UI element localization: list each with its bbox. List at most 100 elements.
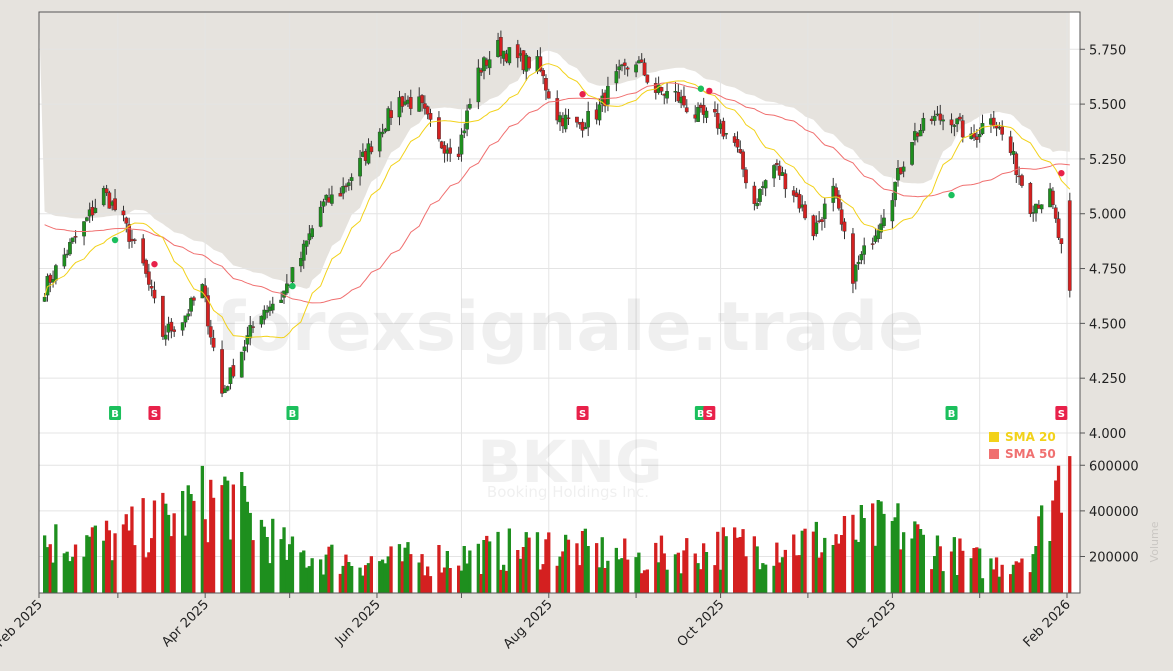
volume-bar xyxy=(488,541,492,593)
volume-bar xyxy=(856,542,861,593)
volume-bar xyxy=(43,535,47,593)
sma-20-line xyxy=(44,63,1071,339)
volume-bar xyxy=(1017,562,1021,593)
volume-bar xyxy=(761,563,765,593)
volume-bar xyxy=(716,531,720,593)
candle xyxy=(701,104,706,115)
volume-bar xyxy=(685,538,689,593)
candle xyxy=(563,114,568,130)
volume-bar xyxy=(240,472,244,593)
date-tick-label: Dec 2025 xyxy=(845,597,900,652)
candle xyxy=(713,109,717,113)
volume-bar xyxy=(893,517,897,593)
volume-bar xyxy=(366,563,371,593)
volume-bar xyxy=(141,498,145,593)
volume-bar xyxy=(952,537,956,593)
volume-axis-side-label: Volume xyxy=(1148,521,1161,562)
candle xyxy=(822,203,827,219)
volume-bar xyxy=(561,551,565,593)
candle xyxy=(225,386,230,391)
candle xyxy=(975,136,979,141)
volume-bar xyxy=(772,565,776,593)
candle xyxy=(544,77,548,91)
candle xyxy=(456,153,461,157)
candle xyxy=(659,87,664,92)
signal-badge-label: S xyxy=(1058,409,1065,420)
volume-bar xyxy=(600,537,604,593)
volume-bar xyxy=(440,572,444,593)
volume-bar xyxy=(997,576,1001,593)
volume-bar xyxy=(938,546,942,593)
volume-bar xyxy=(321,574,326,593)
volume-bar xyxy=(518,558,523,593)
sell-signal-dot xyxy=(706,87,713,95)
background-shading xyxy=(39,12,1070,289)
volume-bar xyxy=(133,545,137,593)
candle xyxy=(48,274,53,283)
signal-badge-label: B xyxy=(111,409,119,420)
volume-bars xyxy=(43,456,1072,593)
candle xyxy=(597,104,602,121)
candle xyxy=(673,90,678,93)
candle xyxy=(575,116,579,123)
candle xyxy=(270,303,275,311)
candle xyxy=(186,313,191,317)
volume-bar xyxy=(797,555,802,593)
volume-bar xyxy=(961,550,965,593)
volume-bar xyxy=(161,492,165,593)
candlesticks xyxy=(42,30,1072,398)
candle xyxy=(54,265,58,281)
volume-bar xyxy=(242,486,247,593)
candle xyxy=(583,126,588,130)
price-tick-label: 4.500 xyxy=(1089,317,1126,332)
volume-bar xyxy=(837,543,841,593)
volume-bar xyxy=(676,552,680,593)
volume-bar xyxy=(65,551,69,593)
volume-bar xyxy=(755,546,759,593)
volume-bar xyxy=(673,554,678,593)
candle xyxy=(51,279,55,283)
candle xyxy=(941,119,945,122)
candle xyxy=(814,222,819,235)
volume-bar xyxy=(507,528,511,593)
candle xyxy=(208,326,213,338)
candle xyxy=(724,133,728,135)
price-tick-label: 4.000 xyxy=(1089,427,1126,442)
volume-bar xyxy=(482,540,486,593)
volume-bar xyxy=(209,479,213,593)
date-axis: Feb 2025 Apr 2025 Jun 2025 Aug 2025 Oct 2025… xyxy=(0,593,1074,652)
candle xyxy=(65,253,69,256)
candle xyxy=(462,130,467,134)
volume-bar xyxy=(645,569,649,593)
price-tick-label: 4.750 xyxy=(1089,263,1126,278)
candle xyxy=(389,110,393,119)
signal-markers xyxy=(111,85,1065,290)
candle xyxy=(242,346,247,352)
candle xyxy=(465,110,469,130)
volume-bar xyxy=(535,532,540,593)
volume-bar xyxy=(423,575,427,593)
price-tick-label: 5.500 xyxy=(1089,98,1126,113)
volume-bar xyxy=(420,554,424,593)
candle xyxy=(890,200,895,222)
candle xyxy=(1011,150,1016,155)
volume-bar xyxy=(521,547,526,593)
volume-bar xyxy=(181,491,185,593)
volume-bar xyxy=(200,465,204,593)
volume-bar xyxy=(842,516,847,593)
volume-bar xyxy=(834,534,838,593)
volume-bar xyxy=(71,556,75,593)
candle xyxy=(538,56,543,71)
volume-bar xyxy=(479,574,483,593)
date-tick-label: Feb 2026 xyxy=(1021,597,1074,650)
candle xyxy=(1067,200,1072,291)
candle xyxy=(425,106,430,115)
candle xyxy=(758,189,762,202)
volume-bar xyxy=(350,566,354,593)
candle xyxy=(682,95,686,106)
volume-bar xyxy=(1034,546,1038,593)
volume-bar xyxy=(792,534,796,593)
candle xyxy=(169,321,174,331)
candle xyxy=(476,67,481,103)
